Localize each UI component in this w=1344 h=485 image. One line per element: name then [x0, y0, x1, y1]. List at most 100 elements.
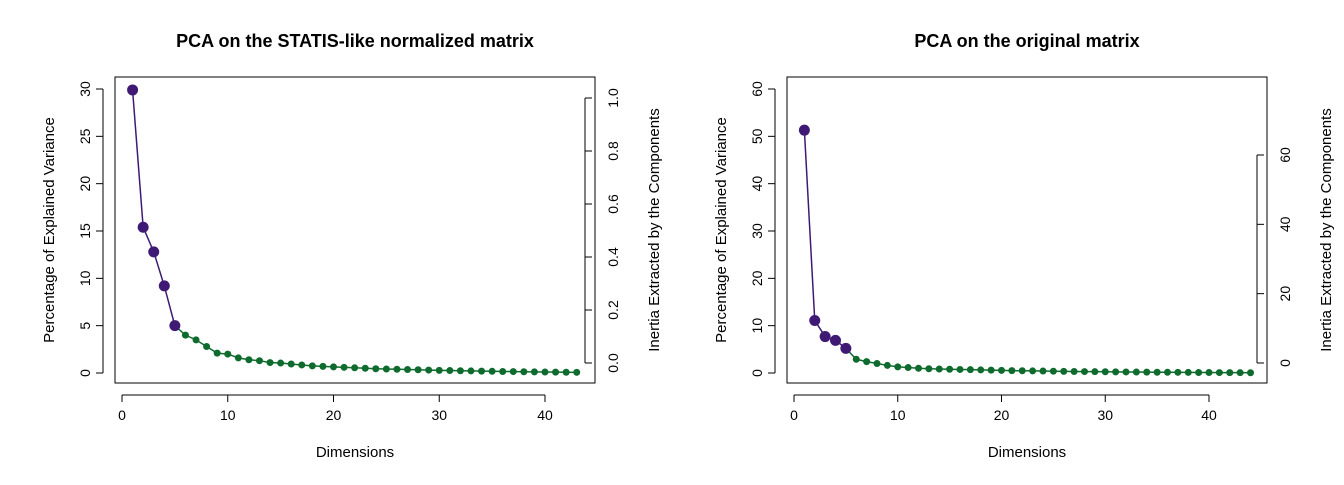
x-tick-label: 10 — [220, 407, 236, 423]
data-point — [1205, 369, 1213, 377]
y2-tick-label: 1.0 — [605, 88, 621, 108]
data-point — [552, 368, 560, 376]
y2-tick-label: 60 — [1277, 147, 1293, 163]
axis-ticks: 0 10 20 30 40 0 10 20 30 40 50 60 0 20 40 60 — [749, 81, 1293, 423]
data-point-significant — [148, 246, 160, 258]
data-point — [446, 367, 454, 375]
data-point — [467, 367, 475, 375]
data-point — [1018, 367, 1026, 375]
data-point-significant — [830, 334, 841, 346]
data-point — [340, 363, 348, 371]
data-point-significant — [840, 342, 852, 354]
data-point — [1101, 368, 1109, 376]
x-tick-label: 0 — [790, 407, 798, 423]
data-point — [977, 366, 985, 374]
data-point — [255, 357, 263, 365]
data-point-significant — [127, 84, 139, 96]
axis-ticks: 0 10 20 30 40 0 5 10 15 20 25 30 0.0 0.2 0.4 0.6 0.8 1.0 — [77, 81, 621, 423]
data-point — [361, 364, 369, 372]
data-point — [530, 368, 538, 376]
data-point — [946, 365, 954, 373]
data-point — [935, 365, 943, 373]
chart-panel-original: PCA on the original matrix Dimensions Pe… — [713, 31, 1335, 461]
data-point — [1226, 369, 1234, 377]
data-point-significant — [798, 124, 810, 136]
y-tick-label: 0 — [77, 369, 93, 377]
data-point — [541, 368, 549, 376]
data-point — [213, 349, 221, 357]
data-point — [1215, 369, 1223, 377]
y-axis-label: Percentage of Explained Variance — [713, 117, 730, 343]
data-point — [1091, 368, 1099, 376]
y-tick-label: 30 — [749, 223, 765, 239]
data-marks — [798, 124, 1254, 377]
data-point — [351, 364, 359, 372]
data-point — [245, 356, 253, 364]
data-point — [915, 364, 922, 372]
data-point — [1247, 369, 1254, 377]
plot-frame — [786, 76, 1268, 384]
chart-title: PCA on the original matrix — [914, 31, 1139, 51]
data-point — [966, 366, 974, 374]
data-point — [330, 363, 337, 371]
x-tick-label: 20 — [326, 407, 342, 423]
data-point — [1029, 367, 1037, 375]
data-point-significant — [137, 221, 149, 233]
data-marks — [127, 84, 581, 376]
data-point — [925, 365, 933, 373]
y2-tick-label: 20 — [1277, 286, 1293, 302]
data-point — [1070, 367, 1078, 375]
data-point — [404, 365, 412, 373]
x-tick-label: 0 — [118, 407, 126, 423]
y2-tick-label: 0.2 — [605, 300, 621, 320]
data-point — [863, 358, 871, 366]
chart-panel-statis: PCA on the STATIS-like normalized matrix… — [41, 31, 663, 461]
data-point-significant — [158, 280, 170, 292]
data-point — [1008, 367, 1016, 375]
x-tick-label: 40 — [1201, 407, 1217, 423]
y2-tick-label: 40 — [1277, 216, 1293, 232]
data-point — [1132, 368, 1140, 376]
data-point — [372, 365, 380, 373]
data-point — [883, 361, 891, 369]
y-tick-label: 15 — [77, 223, 93, 239]
y-tick-label: 30 — [77, 81, 93, 97]
data-point — [308, 362, 316, 370]
data-point — [287, 360, 295, 368]
data-point-significant — [819, 331, 831, 343]
data-point — [509, 368, 517, 376]
y2-tick-label: 0 — [1277, 359, 1293, 367]
y-tick-label: 25 — [77, 128, 93, 144]
x-tick-label: 20 — [994, 407, 1010, 423]
data-point — [1143, 368, 1151, 376]
data-point — [203, 342, 211, 350]
y-tick-label: 60 — [749, 81, 765, 97]
data-point — [852, 355, 860, 363]
data-point — [425, 366, 433, 374]
data-point — [319, 362, 327, 370]
y2-axis-label: Inertia Extracted by the Components — [646, 108, 663, 351]
y2-tick-label: 0.4 — [605, 247, 621, 267]
x-tick-label: 10 — [890, 407, 906, 423]
data-point — [1049, 367, 1057, 375]
data-point — [1174, 368, 1182, 376]
y-tick-label: 40 — [749, 176, 765, 192]
data-point — [1164, 368, 1171, 376]
series-line-other — [845, 347, 1251, 374]
x-tick-label: 30 — [1097, 407, 1113, 423]
plot-frame — [114, 76, 596, 384]
data-point — [1195, 368, 1203, 376]
data-point — [414, 366, 422, 374]
data-point — [456, 367, 464, 375]
data-point — [1153, 368, 1161, 376]
data-point-significant — [809, 314, 821, 326]
x-tick-label: 40 — [537, 407, 553, 423]
y-tick-label: 20 — [749, 270, 765, 286]
data-point — [956, 365, 964, 373]
x-tick-label: 30 — [431, 407, 447, 423]
y2-tick-label: 0.0 — [605, 353, 621, 373]
data-point — [382, 365, 390, 373]
data-point — [998, 366, 1005, 374]
